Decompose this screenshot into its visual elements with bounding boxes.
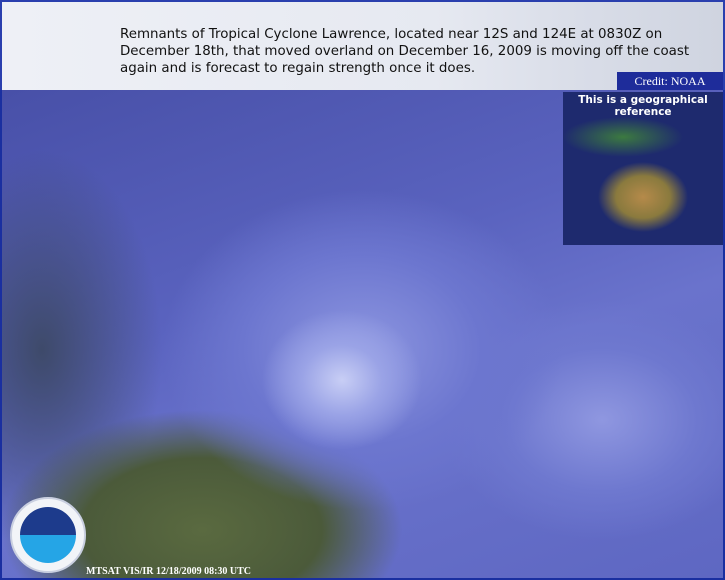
credit-label: Credit: NOAA bbox=[617, 72, 723, 90]
caption-text: Remnants of Tropical Cyclone Lawrence, l… bbox=[120, 27, 690, 76]
caption-header: Remnants of Tropical Cyclone Lawrence, l… bbox=[0, 0, 725, 90]
inset-label: This is a geographical reference bbox=[578, 94, 708, 118]
noaa-logo bbox=[10, 497, 86, 573]
image-timestamp: MTSAT VIS/IR 12/18/2009 08:30 UTC bbox=[86, 566, 252, 577]
geographic-reference-map: This is a geographical reference bbox=[563, 92, 723, 245]
